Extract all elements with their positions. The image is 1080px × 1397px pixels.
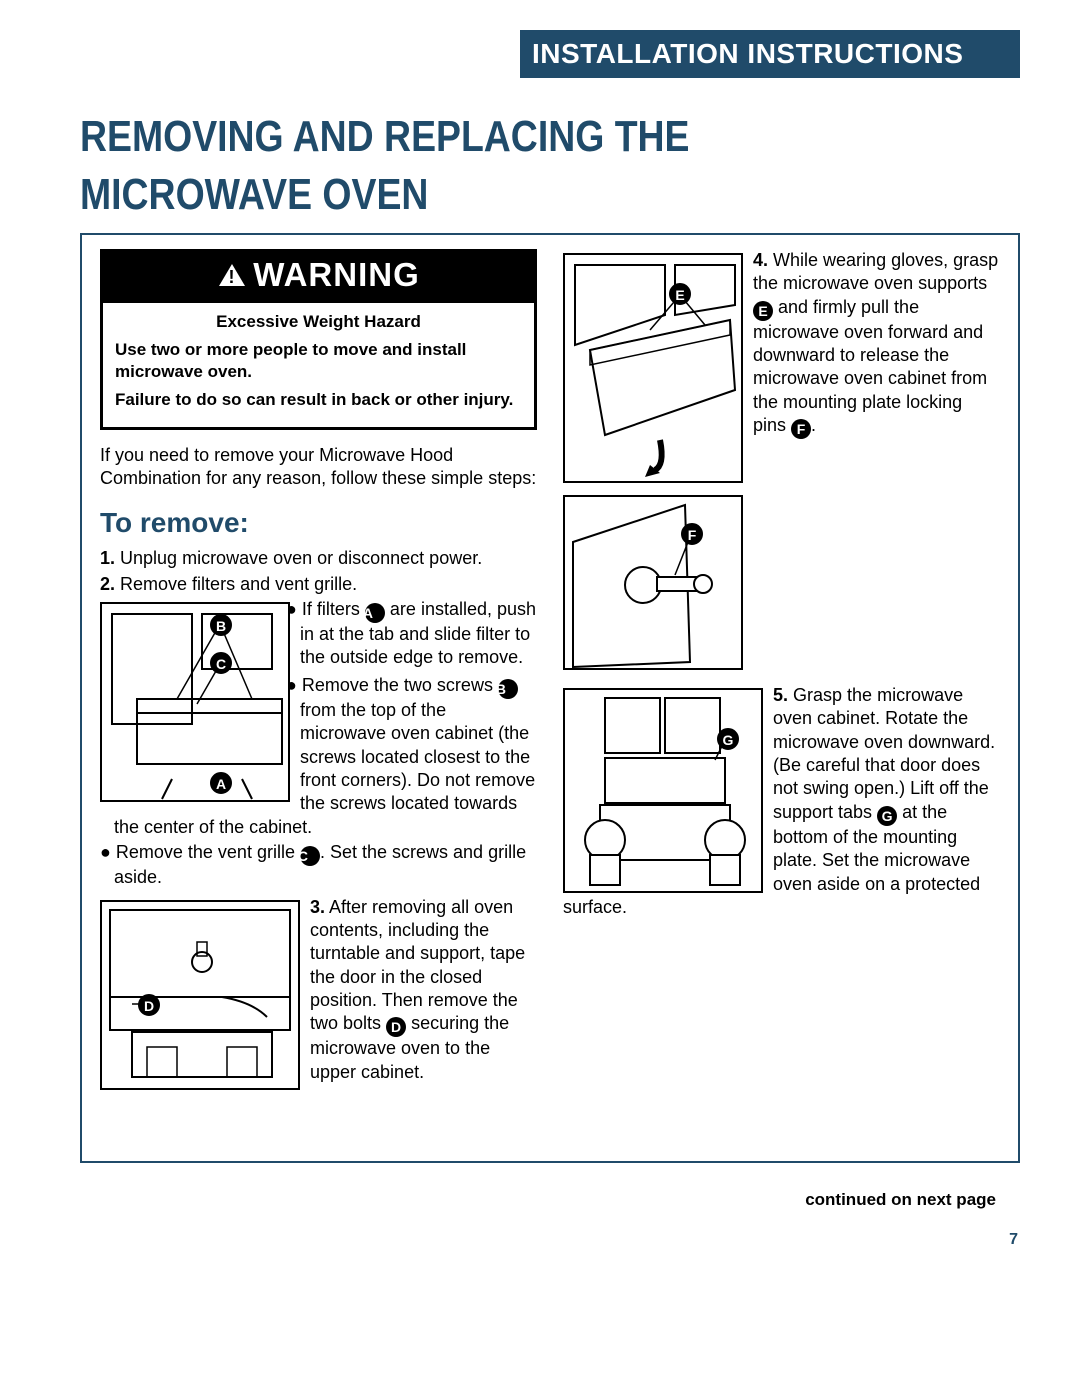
b2a: Remove the two screws: [302, 675, 493, 695]
figure-pin: F: [563, 495, 743, 670]
continued-footer: continued on next page: [805, 1189, 996, 1211]
step4-t2: and firmly pull the microwave oven forwa…: [753, 297, 987, 436]
figure-supports-svg: [565, 255, 741, 481]
callout-A: A: [210, 772, 232, 794]
step2-detail-block: B C A ● If filters A are installed, push…: [100, 598, 537, 839]
warning-header: ! WARNING: [103, 252, 534, 303]
step-1: 1. Unplug microwave oven or disconnect p…: [100, 547, 537, 570]
figure-pin-svg: [565, 497, 741, 668]
step4-block: E 4. While wearing gloves, grasp the mic…: [563, 249, 1000, 491]
left-column: ! WARNING Excessive Weight Hazard Use tw…: [100, 249, 537, 1147]
warning-line1: Use two or more people to move and insta…: [115, 339, 522, 383]
intro-text: If you need to remove your Microwave Hoo…: [100, 444, 537, 491]
svg-text:!: !: [229, 267, 236, 287]
figure-filters-svg: [102, 604, 288, 800]
step3-block: D 3. After removing all oven contents, i…: [100, 896, 537, 1090]
inline-F: F: [791, 419, 811, 439]
b1a: If filters: [302, 599, 360, 619]
hazard-title: Excessive Weight Hazard: [115, 311, 522, 333]
callout-B: B: [210, 614, 232, 636]
callout-D: D: [138, 994, 160, 1016]
step2-text: Remove filters and vent grille.: [120, 574, 357, 594]
warning-box: ! WARNING Excessive Weight Hazard Use tw…: [100, 249, 537, 430]
callout-E: E: [669, 283, 691, 305]
warning-line2: Failure to do so can result in back or o…: [115, 389, 522, 411]
b3a: Remove the vent grille: [116, 842, 295, 862]
callout-G: G: [717, 728, 739, 750]
step1-num: 1.: [100, 548, 115, 568]
subhead: To remove:: [100, 505, 537, 541]
step4-t1: While wearing gloves, grasp the microwav…: [753, 250, 998, 293]
page-number: 7: [1009, 1230, 1018, 1251]
bullet-grille: ● Remove the vent grille C. Set the scre…: [100, 841, 537, 889]
step3-num: 3.: [310, 897, 325, 917]
step1-text: Unplug microwave oven or disconnect powe…: [120, 548, 482, 568]
figure-rotate-svg: [565, 690, 761, 891]
step5-num: 5.: [773, 685, 788, 705]
step5-block: G 5. Grasp the microwave oven cabinet. R…: [563, 684, 1000, 920]
figure-bolts: D: [100, 900, 300, 1090]
inline-D: D: [386, 1017, 406, 1037]
inline-B: B: [498, 679, 518, 699]
step2-num: 2.: [100, 574, 115, 594]
figure-supports: E: [563, 253, 743, 483]
step4-t3: .: [811, 415, 816, 435]
content-box: ! WARNING Excessive Weight Hazard Use tw…: [80, 233, 1020, 1163]
step4-num: 4.: [753, 250, 768, 270]
main-title: REMOVING AND REPLACING THE MICROWAVE OVE…: [80, 108, 879, 222]
inline-A: A: [365, 603, 385, 623]
figure-bolts-svg: [102, 902, 298, 1088]
step5-t1: Grasp the microwave oven cabinet. Rotate…: [773, 685, 995, 822]
callout-C: C: [210, 652, 232, 674]
inline-E: E: [753, 301, 773, 321]
inline-G: G: [877, 806, 897, 826]
header-bar: INSTALLATION INSTRUCTIONS: [520, 30, 1020, 78]
warning-triangle-icon: !: [217, 256, 247, 299]
warning-label: WARNING: [253, 256, 420, 293]
warning-body: Excessive Weight Hazard Use two or more …: [103, 303, 534, 427]
callout-F: F: [681, 523, 703, 545]
right-column: E 4. While wearing gloves, grasp the mic…: [563, 249, 1000, 1147]
inline-C: C: [300, 846, 320, 866]
step-2: 2. Remove filters and vent grille.: [100, 573, 537, 596]
figure-filters: B C A: [100, 602, 290, 802]
figure-rotate: G: [563, 688, 763, 893]
